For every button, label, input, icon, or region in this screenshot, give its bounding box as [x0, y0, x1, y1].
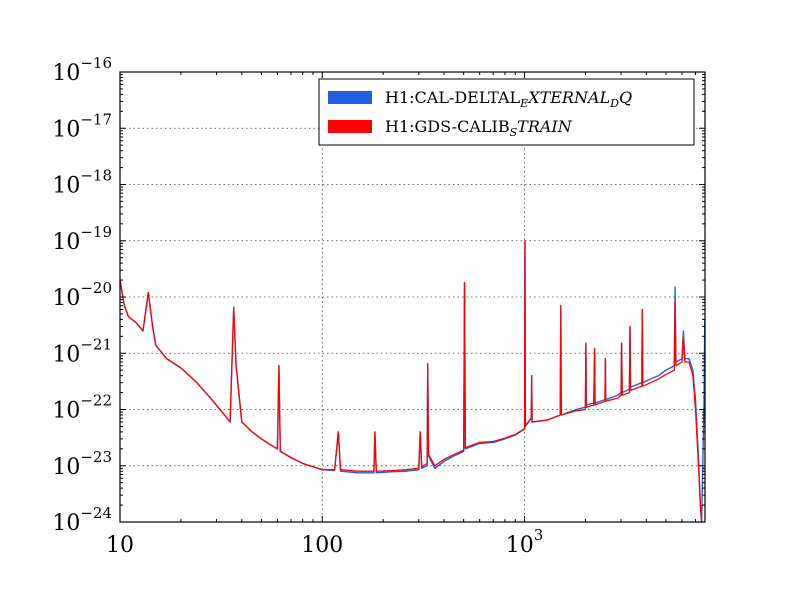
y-tick-label: 10−22	[52, 392, 112, 424]
legend: H1:CAL-DELTALEXTERNALDQ H1:GDS-CALIBSTRAI…	[318, 78, 695, 146]
x-tick-label: 100	[301, 533, 343, 558]
legend-label: H1:CAL-DELTALEXTERNALDQ	[385, 88, 632, 110]
series-layer	[119, 240, 706, 523]
y-tick-label: 10−20	[52, 279, 112, 311]
x-tick-label: 103	[506, 526, 544, 558]
y-tick-label: 10−17	[52, 110, 112, 142]
y-tick-label: 10−18	[52, 167, 112, 199]
legend-swatch	[328, 120, 372, 133]
y-tick-label: 10−23	[52, 448, 112, 480]
y-tick-label: 10−19	[52, 223, 112, 255]
y-tick-label: 10−21	[52, 335, 112, 367]
legend-box	[318, 78, 695, 146]
series-line-gds-calib-strain	[119, 240, 703, 523]
y-tick-label: 10−16	[52, 54, 112, 86]
series-line-deltal-external	[119, 240, 706, 523]
legend-swatch	[328, 91, 372, 104]
x-tick-label: 10	[106, 533, 134, 558]
axis-ticks: 10−24 10−23 10−22 10−21 10−20 10−19 10−18 10−17…	[52, 54, 705, 558]
y-tick-label: 10−24	[52, 504, 112, 536]
legend-label: H1:GDS-CALIBSTRAIN	[385, 117, 573, 139]
